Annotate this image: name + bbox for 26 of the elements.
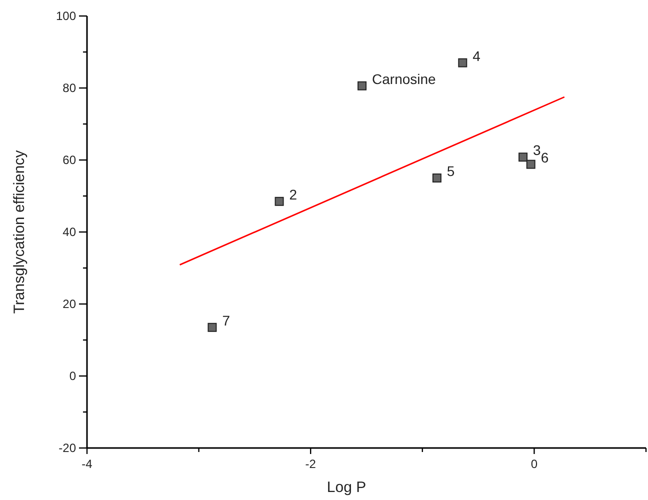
x-tick-label: -4 — [82, 457, 93, 471]
annotation: 5 — [446, 163, 455, 179]
x-axis-title: Log P — [326, 479, 366, 496]
point — [358, 81, 367, 90]
point — [432, 174, 442, 182]
y-tick-label: 60 — [62, 153, 76, 168]
annotation: 3 — [533, 142, 542, 158]
point — [518, 152, 528, 162]
point — [274, 196, 284, 206]
annotation: 4 — [472, 48, 481, 64]
annotation: 7 — [222, 312, 230, 328]
point — [458, 58, 468, 68]
y-tick-label: -20 — [58, 441, 76, 456]
y-tick-label: 100 — [56, 9, 76, 24]
annotation: Carnosine — [372, 70, 436, 87]
y-tick-label: 20 — [62, 297, 76, 312]
annotation: 2 — [289, 186, 298, 202]
y-tick-label: 40 — [62, 225, 76, 240]
point — [208, 322, 217, 332]
y-tick-label: 0 — [69, 369, 76, 384]
x-tick-label: -2 — [305, 457, 316, 471]
y-axis-title: Transglycation efficiency — [11, 150, 28, 314]
x-tick-label: 0 — [530, 457, 538, 471]
annotation: 6 — [540, 149, 549, 166]
point — [526, 160, 536, 169]
y-tick-label: 80 — [62, 81, 76, 96]
